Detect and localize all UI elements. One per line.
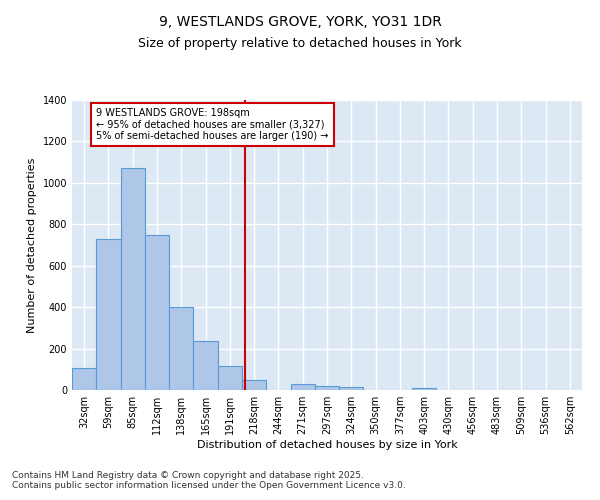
Bar [315,386,339,390]
Bar [169,307,193,390]
Bar [242,380,266,390]
Bar [193,341,218,390]
Bar [145,234,169,390]
X-axis label: Distribution of detached houses by size in York: Distribution of detached houses by size … [197,440,457,450]
Bar [218,366,242,390]
Text: 9 WESTLANDS GROVE: 198sqm
← 95% of detached houses are smaller (3,327)
5% of sem: 9 WESTLANDS GROVE: 198sqm ← 95% of detac… [96,108,329,142]
Bar [339,387,364,390]
Bar [412,388,436,390]
Bar [96,239,121,390]
Bar [290,384,315,390]
Y-axis label: Number of detached properties: Number of detached properties [27,158,37,332]
Text: Size of property relative to detached houses in York: Size of property relative to detached ho… [138,38,462,51]
Text: 9, WESTLANDS GROVE, YORK, YO31 1DR: 9, WESTLANDS GROVE, YORK, YO31 1DR [158,15,442,29]
Text: Contains HM Land Registry data © Crown copyright and database right 2025.
Contai: Contains HM Land Registry data © Crown c… [12,470,406,490]
Bar [72,368,96,390]
Bar [121,168,145,390]
